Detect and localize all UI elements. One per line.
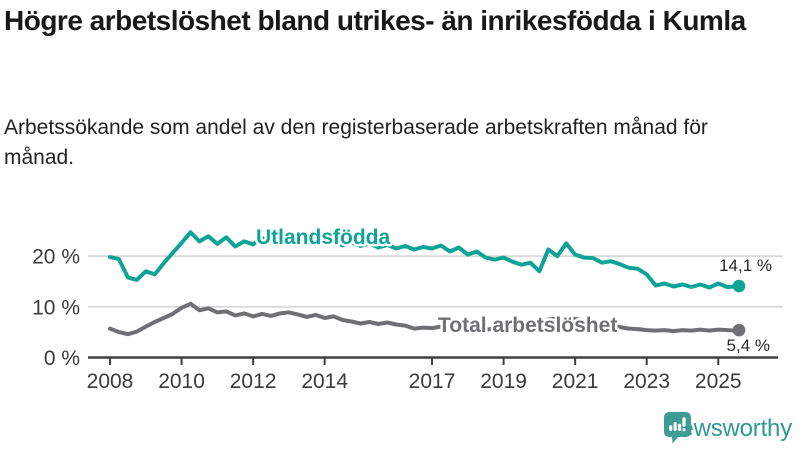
x-tick-label-2025: 2025 [695, 370, 742, 393]
x-tick-label-2017: 2017 [409, 370, 456, 393]
series-label-total: Total arbetslöshet [438, 314, 617, 337]
line-foreign-born [108, 230, 741, 290]
end-value-label-foreign-born: 14,1 % [719, 256, 772, 275]
y-axis-label-10: 10 % [32, 296, 80, 319]
x-axis: 2008 2010 2012 2014 2017 2019 2021 2023 2025 [87, 356, 778, 393]
chart-title: Högre arbetslöshet bland utrikes- än inr… [4, 5, 746, 36]
x-tick-label-2019: 2019 [480, 370, 527, 393]
exclamation-dot [682, 428, 686, 432]
x-tick-label-2021: 2021 [552, 370, 599, 393]
data-series [108, 230, 746, 337]
end-dot-foreign-born [732, 279, 746, 293]
x-tick-label-2014: 2014 [301, 370, 348, 393]
speech-bubble-shape [664, 412, 692, 444]
y-axis-label-20: 20 % [32, 246, 80, 269]
chart-annotations: Utlandsfödda 14,1 % Total arbetslöshet 5,4 … [254, 224, 775, 358]
chart-subtitle: Arbetssökande som andel av den registerb… [4, 116, 708, 169]
x-tick-label-2023: 2023 [623, 370, 670, 393]
bar-chart-glyph [669, 417, 686, 432]
x-tick-label-2008: 2008 [87, 370, 134, 393]
y-axis-label-0: 0 % [44, 347, 80, 370]
series-label-foreign-born: Utlandsfödda [256, 226, 390, 249]
newsworthy-brand-link[interactable]: Newsworthy [663, 411, 792, 447]
gridlines: 0 % 10 % 20 % [32, 246, 783, 370]
exclamation-bar [682, 417, 686, 427]
line-total [108, 301, 741, 337]
x-tick-label-2012: 2012 [230, 370, 277, 393]
end-dot-total [732, 323, 746, 337]
x-tick-label-2010: 2010 [158, 370, 205, 393]
end-value-label-total: 5,4 % [727, 336, 770, 355]
newsworthy-logo-icon [664, 412, 692, 444]
